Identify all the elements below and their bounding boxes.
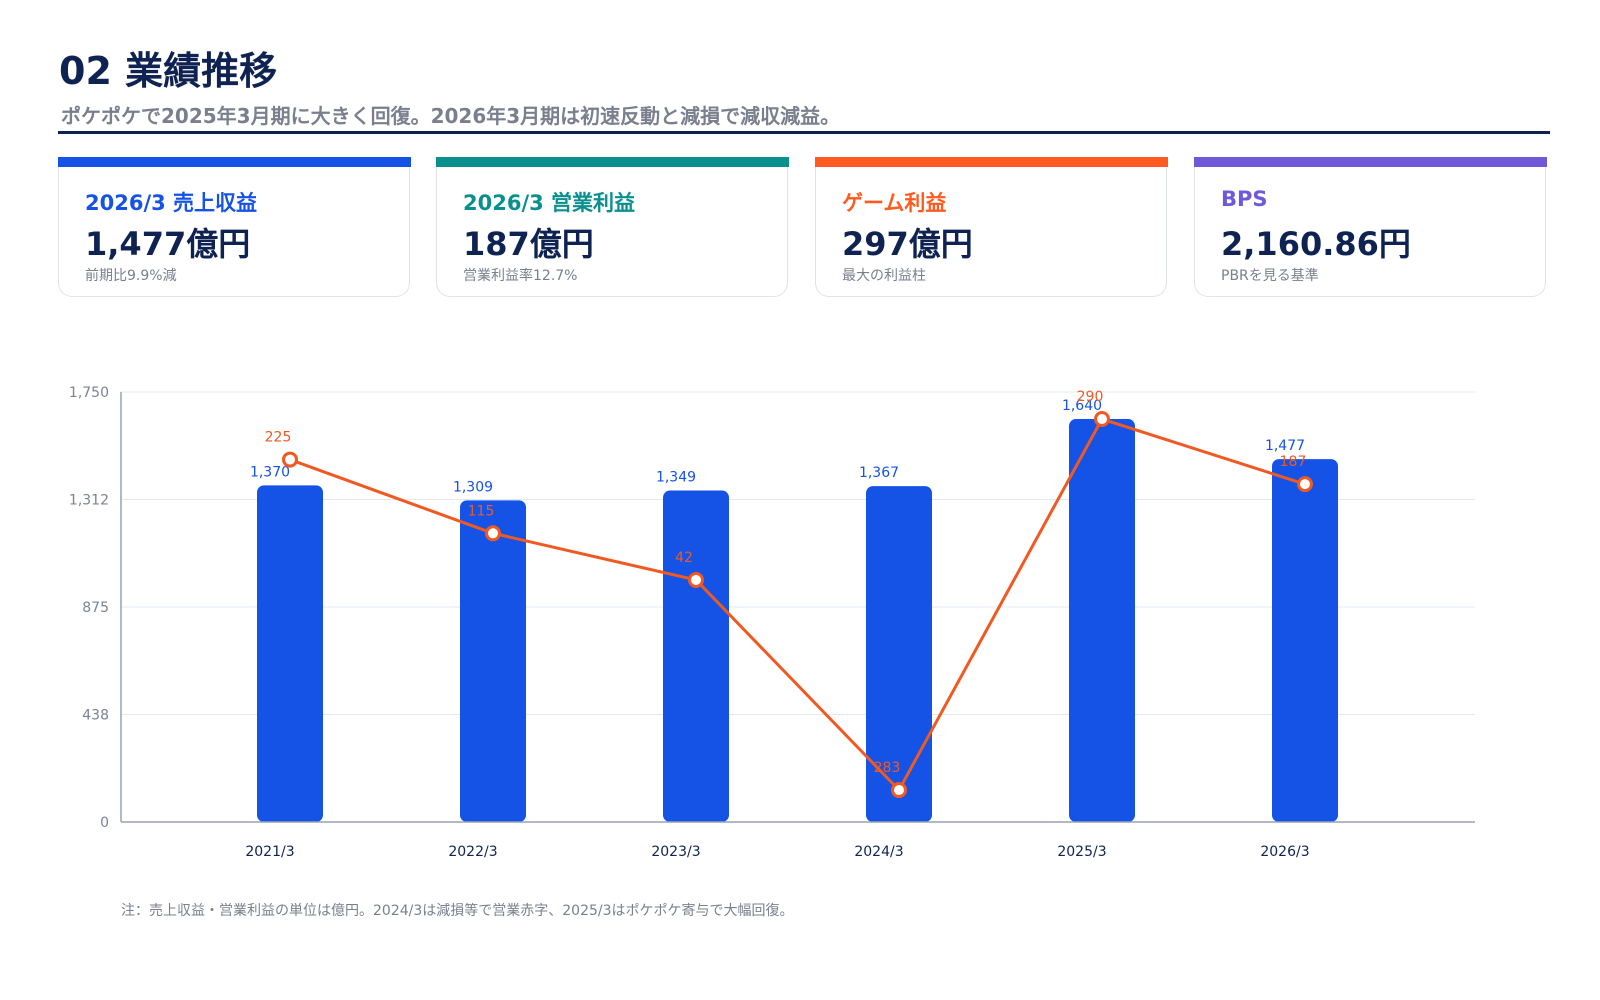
- revenue-data-label: 1,477: [1265, 438, 1305, 454]
- operating-profit-data-label: 225: [265, 430, 292, 446]
- revenue-data-label: 1,640: [1062, 398, 1102, 414]
- card-accent-bar: [814, 157, 1168, 167]
- x-tick-label: 2023/3: [651, 844, 700, 860]
- y-tick-label: 875: [82, 600, 109, 616]
- card-label: 2026/3 売上収益: [85, 191, 258, 215]
- operating-profit-point: [1297, 476, 1313, 493]
- card-value: 2,160.86円: [1221, 225, 1411, 263]
- operating-profit-data-label: 290: [1077, 389, 1104, 405]
- revenue-bar: [460, 500, 526, 822]
- card-note: PBRを見る基準: [1221, 268, 1319, 284]
- x-tick-label: 2025/3: [1057, 844, 1106, 860]
- revenue-bar: [1069, 419, 1135, 822]
- card-value: 297億円: [842, 225, 973, 263]
- x-tick-label: 2026/3: [1260, 844, 1309, 860]
- page-title: 02 業績推移: [59, 49, 278, 93]
- card-accent-bar: [435, 157, 789, 167]
- operating-profit-point: [891, 782, 907, 799]
- chart-footnote: 注：売上収益・営業利益の単位は億円。2024/3は減損等で営業赤字、2025/3…: [121, 903, 794, 919]
- operating-profit-point: [1094, 411, 1110, 428]
- operating-profit-data-label: 283: [874, 760, 901, 776]
- card-accent-bar: [1193, 157, 1547, 167]
- revenue-profit-chart: 0 438 875 1,312 1,750 1,370 1,309 1,349 1,367 1,6…: [69, 385, 1475, 860]
- operating-profit-data-label: 187: [1280, 454, 1307, 470]
- operating-profit-point: [688, 571, 704, 588]
- card-accent-bar: [57, 157, 411, 167]
- operating-profit-data-label: 115: [468, 503, 495, 519]
- y-tick-label: 1,750: [69, 385, 109, 401]
- revenue-bar: [663, 490, 729, 822]
- y-tick-label: 0: [100, 815, 109, 831]
- revenue-bar: [257, 485, 323, 822]
- card-note: 最大の利益柱: [842, 268, 926, 284]
- x-tick-label: 2021/3: [245, 844, 294, 860]
- title-divider: [58, 131, 1550, 134]
- kpi-card-revenue: 2026/3 売上収益 1,477億円 前期比9.9%減: [57, 157, 411, 297]
- kpi-card-operating-profit: 2026/3 営業利益 187億円 営業利益率12.7%: [435, 157, 789, 297]
- kpi-card-bps: BPS 2,160.86円 PBRを見る基準: [1193, 157, 1547, 297]
- card-note: 営業利益率12.7%: [463, 268, 578, 284]
- card-label: BPS: [1221, 187, 1268, 211]
- operating-profit-line: [289, 417, 1306, 792]
- y-tick-label: 1,312: [69, 493, 109, 509]
- revenue-data-label: 1,370: [250, 464, 290, 480]
- revenue-data-label: 1,367: [859, 465, 899, 481]
- revenue-bar: [866, 486, 932, 822]
- y-tick-label: 438: [82, 708, 109, 724]
- revenue-data-label: 1,349: [656, 470, 696, 486]
- revenue-bar: [1272, 459, 1338, 822]
- card-label: ゲーム利益: [842, 191, 947, 215]
- operating-profit-point: [282, 451, 298, 468]
- revenue-data-label: 1,309: [453, 479, 493, 495]
- page-subtitle: ポケポケで2025年3月期に大きく回復。2026年3月期は初速反動と減損で減収減…: [61, 104, 841, 128]
- card-note: 前期比9.9%減: [85, 268, 177, 284]
- x-tick-label: 2024/3: [854, 844, 903, 860]
- card-value: 187億円: [463, 225, 594, 263]
- operating-profit-data-label: 42: [675, 550, 693, 566]
- x-tick-label: 2022/3: [448, 844, 497, 860]
- kpi-card-game-profit: ゲーム利益 297億円 最大の利益柱: [814, 157, 1168, 297]
- card-label: 2026/3 営業利益: [463, 191, 636, 215]
- card-value: 1,477億円: [85, 225, 251, 263]
- operating-profit-point: [485, 525, 501, 542]
